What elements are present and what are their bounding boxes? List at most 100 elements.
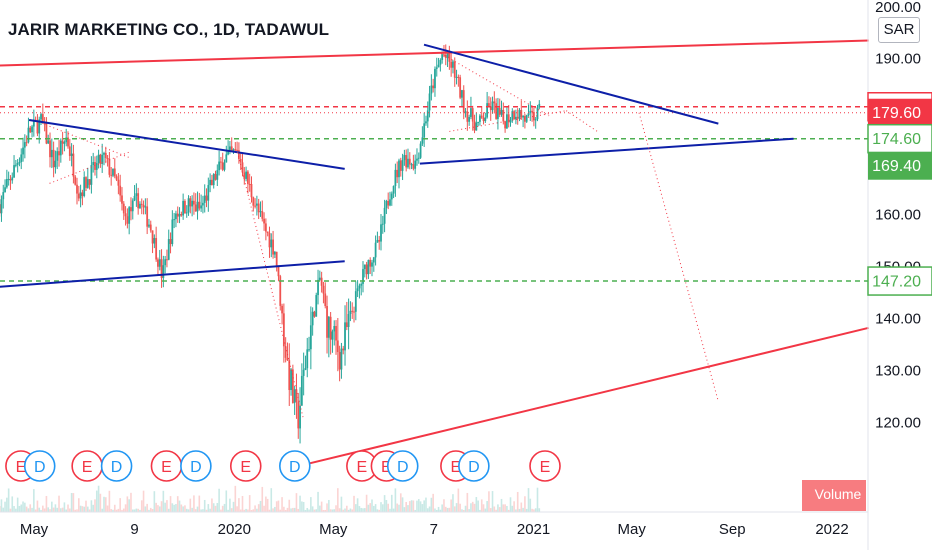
y-tick-label: 120.00 xyxy=(875,414,921,431)
volume-bar xyxy=(396,503,398,512)
volume-bar xyxy=(471,501,474,512)
candle-body xyxy=(146,206,149,227)
volume-bar xyxy=(232,501,235,512)
candle-body xyxy=(196,201,199,212)
dividend-marker[interactable]: D xyxy=(180,450,212,482)
volume-bar xyxy=(493,506,496,512)
candle-body xyxy=(155,238,158,260)
y-tick-label: 190.00 xyxy=(875,51,921,68)
candle-body xyxy=(417,157,420,159)
price-axis[interactable]: 120.00130.00140.00150.00160.00170.00180.… xyxy=(875,0,921,431)
candle-body xyxy=(392,186,395,194)
volume-bar xyxy=(115,509,118,512)
volume-bar xyxy=(29,504,32,512)
volume-bar xyxy=(52,507,55,512)
volume-bar xyxy=(239,509,242,512)
candle-body xyxy=(497,107,499,119)
candle-body xyxy=(338,352,341,370)
volume-bar xyxy=(425,497,427,512)
candle-body xyxy=(61,140,64,144)
candle-body xyxy=(92,162,95,166)
candle-body xyxy=(29,127,32,133)
volume-bar xyxy=(45,495,48,512)
time-axis[interactable]: May 9 2020 May 7 2021 May Sep 2022 xyxy=(20,521,849,538)
candle-body xyxy=(263,218,265,224)
dividend-marker[interactable]: D xyxy=(100,450,133,482)
candle-body xyxy=(428,93,431,111)
marker-letter: D xyxy=(289,459,301,476)
candle-body xyxy=(115,176,118,180)
earnings-marker[interactable]: E xyxy=(150,450,183,482)
marker-letter: E xyxy=(381,459,392,476)
currency-badge[interactable]: SAR xyxy=(878,17,920,43)
candle-body xyxy=(160,259,163,278)
y-tick-label: 200.00 xyxy=(875,0,921,16)
dividend-marker[interactable]: D xyxy=(386,450,419,482)
earnings-marker[interactable]: E xyxy=(229,450,262,482)
volume-bar xyxy=(462,509,465,512)
volume-bar xyxy=(40,509,42,512)
volume-bar xyxy=(151,508,154,512)
candle-body xyxy=(336,340,339,353)
candle-body xyxy=(2,192,5,200)
marker-circle xyxy=(229,450,262,482)
dividend-marker[interactable]: D xyxy=(23,450,56,482)
volume-bar xyxy=(423,500,425,512)
volume-bar xyxy=(119,498,121,512)
volume-bar xyxy=(470,503,472,512)
dividend-marker[interactable]: D xyxy=(279,450,311,482)
volume-bar xyxy=(81,506,84,512)
candle-body xyxy=(509,119,512,123)
volume-bar xyxy=(256,508,258,512)
volume-bar xyxy=(24,502,26,512)
volume-bar xyxy=(513,501,515,512)
candle-body xyxy=(482,117,485,122)
volume-bar xyxy=(54,504,57,512)
candle-body xyxy=(419,143,422,158)
volume-bar xyxy=(70,493,73,512)
candle-body xyxy=(221,162,224,170)
volume-bar xyxy=(205,509,208,512)
volume-bar xyxy=(76,509,78,512)
price-level-label: 174.60 xyxy=(872,131,921,148)
volume-bar xyxy=(486,501,488,512)
marker-letter: D xyxy=(111,459,123,476)
volume-bar xyxy=(11,496,14,512)
volume-bar xyxy=(212,503,215,512)
volume-bar xyxy=(310,497,312,512)
volume-bar xyxy=(509,497,512,512)
volume-bar xyxy=(488,491,490,512)
horizontal-levels xyxy=(0,106,868,282)
earnings-marker[interactable]: E xyxy=(529,450,561,482)
candle-body xyxy=(437,64,440,68)
volume-bar xyxy=(140,500,143,512)
volume-bar xyxy=(133,509,136,512)
candle-body xyxy=(327,316,330,338)
candle-body xyxy=(95,162,98,170)
candle-body xyxy=(194,204,197,212)
volume-bar xyxy=(358,506,361,512)
candle-body xyxy=(128,207,131,224)
candle-body xyxy=(401,160,404,171)
marker-circle xyxy=(458,450,490,482)
volume-bar xyxy=(173,504,175,512)
earnings-marker[interactable]: E xyxy=(71,450,103,482)
candle-body xyxy=(270,239,273,248)
candle-body xyxy=(79,192,82,199)
candle-body xyxy=(396,169,399,178)
marker-letter: E xyxy=(540,459,551,476)
candle-body xyxy=(18,162,21,164)
volume-bar xyxy=(479,509,481,512)
marker-circle xyxy=(100,450,133,482)
candle-body xyxy=(70,153,73,156)
volume-bar xyxy=(245,508,247,512)
candle-body xyxy=(13,165,15,178)
candle-body xyxy=(462,90,465,113)
volume-bar xyxy=(137,508,139,512)
projection-line xyxy=(565,110,598,132)
dividend-marker[interactable]: D xyxy=(458,450,490,482)
volume-bar xyxy=(337,488,339,512)
candle-body xyxy=(412,164,415,169)
volume-bar xyxy=(193,495,195,512)
